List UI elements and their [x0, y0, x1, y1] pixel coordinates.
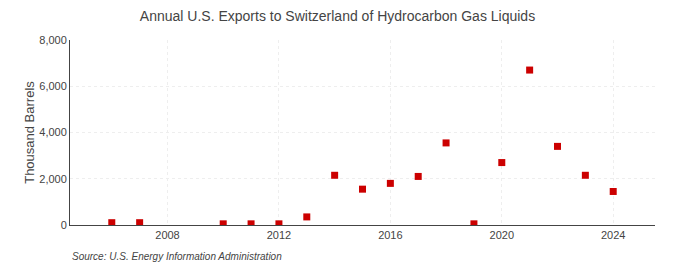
svg-text:2008: 2008 — [155, 229, 179, 241]
svg-text:6,000: 6,000 — [39, 80, 67, 92]
svg-text:2024: 2024 — [601, 229, 625, 241]
svg-text:2020: 2020 — [490, 229, 514, 241]
svg-text:2012: 2012 — [267, 229, 291, 241]
svg-text:Thousand Barrels: Thousand Barrels — [22, 81, 37, 184]
svg-text:0: 0 — [61, 219, 67, 231]
svg-text:4,000: 4,000 — [39, 126, 67, 138]
svg-text:2016: 2016 — [378, 229, 402, 241]
svg-text:Annual U.S. Exports to Switzer: Annual U.S. Exports to Switzerland of Hy… — [140, 8, 535, 24]
svg-text:8,000: 8,000 — [39, 34, 67, 46]
svg-text:Source: U.S. Energy Informatio: Source: U.S. Energy Information Administ… — [72, 251, 282, 262]
svg-text:2,000: 2,000 — [39, 173, 67, 185]
